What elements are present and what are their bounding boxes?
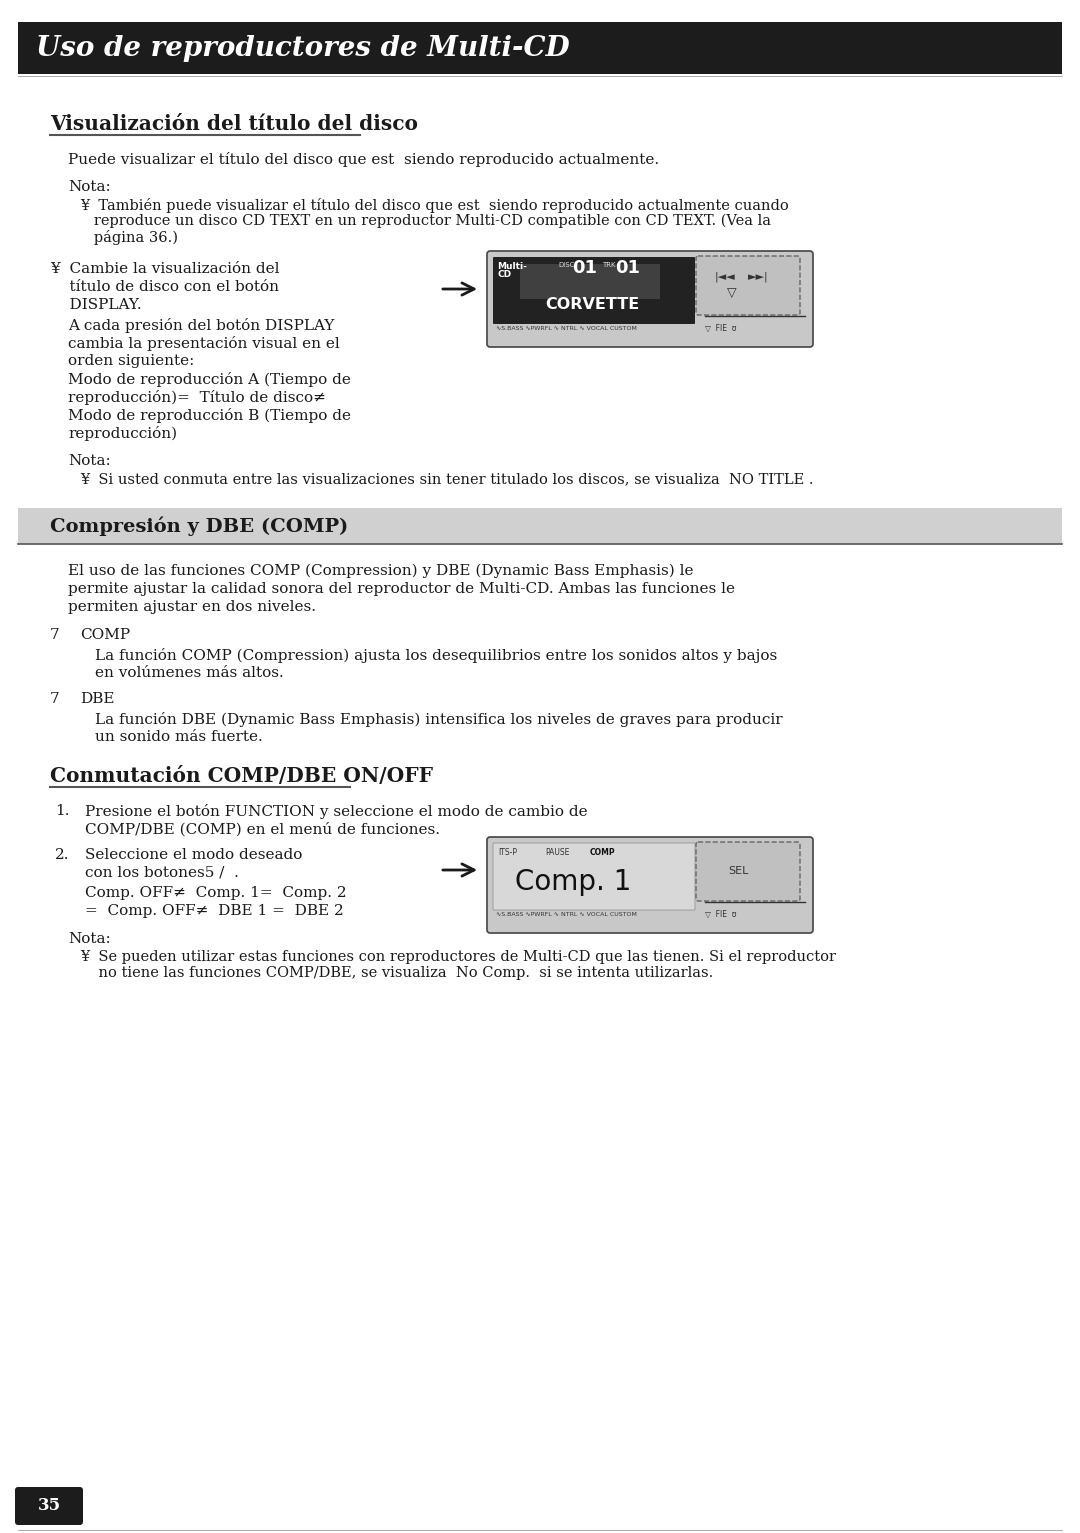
Text: con los botones5 /  .: con los botones5 / . — [85, 866, 239, 880]
Text: ∿S.BASS ∿PWRFL ∿ NTRL ∿ VOCAL CUSTOM: ∿S.BASS ∿PWRFL ∿ NTRL ∿ VOCAL CUSTOM — [496, 912, 637, 917]
Text: ►►|: ►►| — [748, 271, 769, 282]
Text: Nota:: Nota: — [68, 179, 111, 195]
Text: ¥  Cambie la visualización del: ¥ Cambie la visualización del — [50, 262, 280, 276]
Text: CORVETTE: CORVETTE — [545, 297, 639, 313]
Text: La función DBE (Dynamic Bass Emphasis) intensifica los niveles de graves para pr: La función DBE (Dynamic Bass Emphasis) i… — [95, 711, 783, 727]
Text: Puede visualizar el título del disco que est  siendo reproducido actualmente.: Puede visualizar el título del disco que… — [68, 152, 659, 167]
Text: 35: 35 — [38, 1498, 60, 1515]
FancyBboxPatch shape — [15, 1487, 83, 1525]
Text: ∿S.BASS ∿PWRFL ∿ NTRL ∿ VOCAL CUSTOM: ∿S.BASS ∿PWRFL ∿ NTRL ∿ VOCAL CUSTOM — [496, 327, 637, 331]
Text: SEL: SEL — [728, 866, 748, 875]
Text: permite ajustar la calidad sonora del reproductor de Multi-CD. Ambas las funcion: permite ajustar la calidad sonora del re… — [68, 583, 735, 596]
Text: no tiene las funciones COMP/DBE, se visualiza  No Comp.  si se intenta utilizarl: no tiene las funciones COMP/DBE, se visu… — [80, 966, 713, 980]
Text: Visualización del título del disco: Visualización del título del disco — [50, 113, 418, 133]
Text: ▽  FIE  ʊ: ▽ FIE ʊ — [705, 323, 737, 333]
Text: Uso de reproductores de Multi-CD: Uso de reproductores de Multi-CD — [36, 35, 570, 61]
Text: un sonido más fuerte.: un sonido más fuerte. — [95, 730, 262, 744]
Text: Nota:: Nota: — [68, 932, 111, 946]
Text: COMP: COMP — [80, 629, 130, 642]
Text: COMP/DBE (COMP) en el menú de funciones.: COMP/DBE (COMP) en el menú de funciones. — [85, 822, 440, 837]
Text: en volúmenes más altos.: en volúmenes más altos. — [95, 665, 284, 681]
Text: Nota:: Nota: — [68, 454, 111, 468]
Text: cambia la presentación visual en el: cambia la presentación visual en el — [68, 336, 340, 351]
Bar — [519, 264, 660, 299]
Text: reproducción)=  Título de disco≠: reproducción)= Título de disco≠ — [68, 389, 326, 405]
Text: ▽  FIE  ʊ: ▽ FIE ʊ — [705, 911, 737, 918]
Text: CD: CD — [497, 270, 511, 279]
Text: ▽: ▽ — [727, 287, 737, 299]
Text: Seleccione el modo deseado: Seleccione el modo deseado — [85, 848, 302, 862]
Text: DISPLAY.: DISPLAY. — [50, 297, 141, 313]
Text: Comp. OFF≠  Comp. 1=  Comp. 2: Comp. OFF≠ Comp. 1= Comp. 2 — [85, 886, 347, 900]
Text: =  Comp. OFF≠  DBE 1 =  DBE 2: = Comp. OFF≠ DBE 1 = DBE 2 — [85, 904, 343, 918]
Text: PAUSE: PAUSE — [545, 848, 569, 857]
Text: reproducción): reproducción) — [68, 426, 177, 442]
Bar — [18, 507, 1062, 544]
Text: 01: 01 — [615, 259, 640, 277]
Text: Modo de reproducción A (Tiempo de: Modo de reproducción A (Tiempo de — [68, 373, 351, 386]
FancyBboxPatch shape — [696, 842, 800, 901]
Text: A cada presión del botón DISPLAY: A cada presión del botón DISPLAY — [68, 317, 335, 333]
Text: página 36.): página 36.) — [80, 230, 178, 245]
Text: TRK: TRK — [602, 262, 616, 268]
Text: ¥  Si usted conmuta entre las visualizaciones sin tener titulado los discos, se : ¥ Si usted conmuta entre las visualizaci… — [80, 472, 813, 486]
Text: 1.: 1. — [55, 803, 69, 819]
Text: Conmutación COMP/DBE ON/OFF: Conmutación COMP/DBE ON/OFF — [50, 766, 433, 786]
Text: permiten ajustar en dos niveles.: permiten ajustar en dos niveles. — [68, 599, 316, 615]
Text: El uso de las funciones COMP (Compression) y DBE (Dynamic Bass Emphasis) le: El uso de las funciones COMP (Compressio… — [68, 564, 693, 578]
Text: 7: 7 — [50, 629, 59, 642]
Text: 01: 01 — [572, 259, 597, 277]
FancyBboxPatch shape — [492, 843, 696, 911]
Text: 2.: 2. — [55, 848, 69, 862]
Text: DBE: DBE — [80, 691, 114, 707]
Text: Presione el botón FUNCTION y seleccione el modo de cambio de: Presione el botón FUNCTION y seleccione … — [85, 803, 588, 819]
Text: Comp. 1: Comp. 1 — [515, 868, 632, 895]
Text: ¥  También puede visualizar el título del disco que est  siendo reproducido actu: ¥ También puede visualizar el título del… — [80, 198, 788, 213]
Text: DISC: DISC — [558, 262, 575, 268]
Text: 7: 7 — [50, 691, 59, 707]
Text: Modo de reproducción B (Tiempo de: Modo de reproducción B (Tiempo de — [68, 408, 351, 423]
FancyBboxPatch shape — [487, 251, 813, 346]
Text: |◄◄: |◄◄ — [715, 271, 735, 282]
Text: reproduce un disco CD TEXT en un reproductor Multi-CD compatible con CD TEXT. (V: reproduce un disco CD TEXT en un reprodu… — [80, 215, 771, 228]
FancyBboxPatch shape — [487, 837, 813, 934]
Text: orden siguiente:: orden siguiente: — [68, 354, 194, 368]
Text: La función COMP (Compression) ajusta los desequilibrios entre los sonidos altos : La función COMP (Compression) ajusta los… — [95, 648, 778, 662]
Text: COMP: COMP — [590, 848, 616, 857]
FancyBboxPatch shape — [492, 258, 696, 323]
Text: título de disco con el botón: título de disco con el botón — [50, 281, 279, 294]
FancyBboxPatch shape — [696, 256, 800, 314]
Bar — [18, 21, 1062, 74]
Text: Compresión y DBE (COMP): Compresión y DBE (COMP) — [50, 517, 348, 535]
Text: ¥  Se pueden utilizar estas funciones con reproductores de Multi-CD que las tien: ¥ Se pueden utilizar estas funciones con… — [80, 950, 836, 964]
Text: Multi-: Multi- — [497, 262, 527, 271]
Text: ITS-P: ITS-P — [498, 848, 517, 857]
